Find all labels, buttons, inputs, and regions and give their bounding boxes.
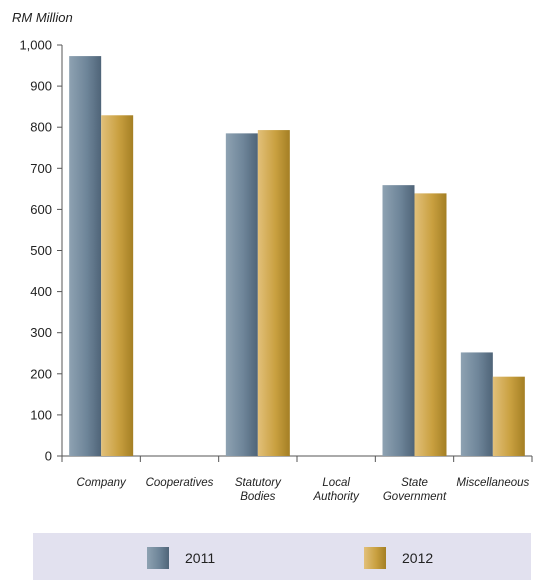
x-category-label-line: Authority <box>312 491 360 503</box>
x-category-label: Miscellaneous <box>456 477 529 489</box>
bar-2011-company <box>69 56 102 457</box>
bar-2012-miscellaneous <box>492 376 525 456</box>
y-tick-label: 800 <box>30 120 52 135</box>
bar-2011-state-government <box>382 185 415 456</box>
legend-label: 2011 <box>185 550 215 566</box>
y-tick-label: 600 <box>30 202 52 217</box>
y-tick-label: 1,000 <box>19 38 52 53</box>
bar-2012-state-government <box>414 193 447 456</box>
legend-swatch-2011 <box>147 547 169 569</box>
y-tick-label: 400 <box>30 284 52 299</box>
legend-label: 2012 <box>402 550 433 566</box>
bar-2011-statutory-bodies <box>225 133 258 457</box>
x-category-label: Statutory Bodies <box>235 477 282 503</box>
bars <box>69 56 525 457</box>
y-tick-label: 900 <box>30 79 52 94</box>
bar-2011-miscellaneous <box>460 352 493 456</box>
x-category-label-line: Statutory <box>235 477 282 489</box>
x-category-label-line: State <box>401 477 428 489</box>
y-tick-label: 500 <box>30 243 52 258</box>
x-category-label: Company <box>77 477 127 489</box>
x-category-label-line: Government <box>383 491 447 503</box>
x-category-label-line: Company <box>77 477 127 489</box>
x-category-label: Cooperatives <box>146 477 214 489</box>
x-category-label-line: Local <box>322 477 350 489</box>
y-unit-label: RM Million <box>12 10 73 25</box>
category-labels: Company Cooperatives Statutory Bodies Local A… <box>77 477 530 503</box>
legend-swatch-2012 <box>364 547 386 569</box>
y-tick-label: 300 <box>30 325 52 340</box>
x-category-label: State Government <box>383 477 447 503</box>
x-category-label: Local Authority <box>312 477 360 503</box>
y-tick-label: 0 <box>45 449 52 464</box>
y-axis: 0 100 200 300 400 500 600 700 800 900 1,000 <box>19 38 63 464</box>
x-category-label-line: Miscellaneous <box>456 477 529 489</box>
legend: 2011 2012 <box>33 533 531 580</box>
bar-2012-statutory-bodies <box>257 130 290 456</box>
y-tick-label: 100 <box>30 407 52 422</box>
x-category-label-line: Cooperatives <box>146 477 214 489</box>
y-tick-label: 200 <box>30 366 52 381</box>
bar-2012-company <box>101 115 134 456</box>
y-tick-label: 700 <box>30 161 52 176</box>
legend-background <box>33 533 531 580</box>
x-axis <box>61 455 533 462</box>
x-category-label-line: Bodies <box>240 491 275 503</box>
